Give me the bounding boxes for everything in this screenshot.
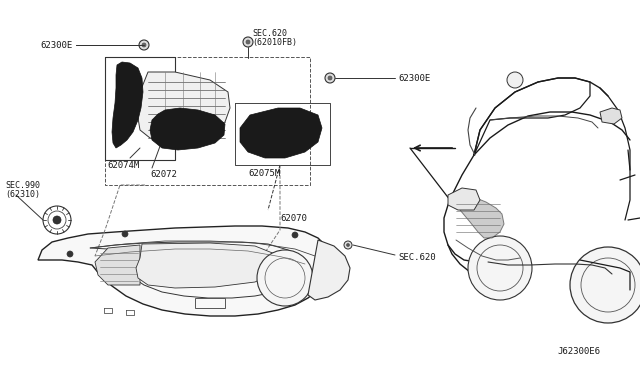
Circle shape [257, 250, 313, 306]
Text: SEC.990: SEC.990 [5, 180, 40, 189]
Polygon shape [136, 243, 278, 288]
Text: 62074M: 62074M [107, 160, 140, 170]
Circle shape [292, 232, 298, 238]
Circle shape [344, 241, 352, 249]
Polygon shape [112, 62, 143, 148]
Circle shape [325, 73, 335, 83]
Text: J62300E6: J62300E6 [557, 347, 600, 356]
Polygon shape [600, 108, 622, 124]
Circle shape [139, 40, 149, 50]
Circle shape [570, 247, 640, 323]
Text: 62300E: 62300E [41, 41, 73, 49]
Circle shape [243, 37, 253, 47]
Text: 62070: 62070 [280, 214, 307, 222]
Text: (62010FB): (62010FB) [252, 38, 297, 46]
Polygon shape [150, 108, 225, 150]
Text: 62075M: 62075M [248, 169, 280, 177]
Polygon shape [95, 245, 140, 285]
Text: 62300E: 62300E [398, 74, 430, 83]
Circle shape [122, 231, 128, 237]
Polygon shape [38, 226, 330, 316]
Circle shape [327, 257, 333, 263]
Text: SEC.620: SEC.620 [398, 253, 436, 263]
Polygon shape [138, 72, 230, 140]
Circle shape [507, 72, 523, 88]
Circle shape [468, 236, 532, 300]
Circle shape [346, 244, 349, 247]
Circle shape [53, 216, 61, 224]
Circle shape [246, 40, 250, 44]
Polygon shape [240, 108, 322, 158]
Circle shape [67, 251, 73, 257]
Polygon shape [448, 188, 480, 210]
Polygon shape [452, 196, 504, 238]
Text: 62072: 62072 [150, 170, 177, 179]
Circle shape [142, 43, 146, 47]
Text: SEC.620: SEC.620 [252, 29, 287, 38]
Circle shape [328, 76, 332, 80]
Polygon shape [308, 240, 350, 300]
Text: (62310): (62310) [5, 189, 40, 199]
